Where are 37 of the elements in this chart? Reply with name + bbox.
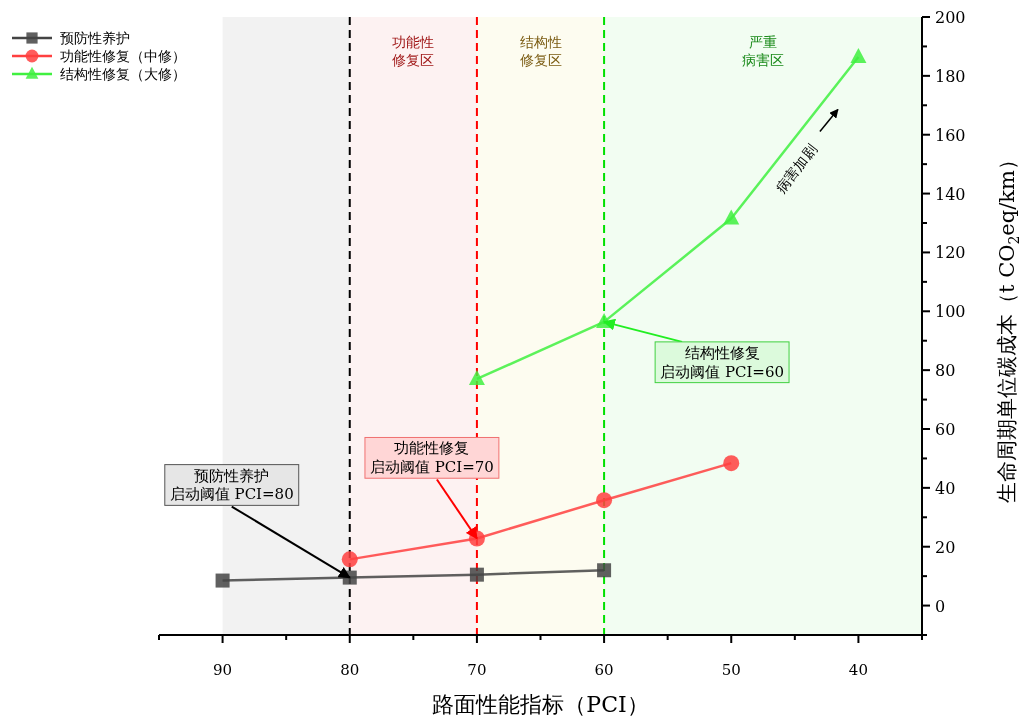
band-label: 功能性修复区: [392, 34, 435, 68]
y-tick-label: 140: [935, 184, 966, 204]
point: [215, 573, 230, 588]
band-label: 结构性修复区: [519, 34, 562, 68]
y-tick-label: 0: [935, 596, 946, 616]
y-tick-label: 60: [935, 420, 956, 439]
annotation: 预防性养护启动阈值 PCI=80: [169, 466, 294, 504]
y-tick-label: 200: [935, 8, 966, 27]
point: [341, 551, 358, 568]
legend-label: 结构性修复（大修）: [60, 66, 186, 82]
x-tick-label: 90: [213, 661, 233, 679]
y-tick-label: 80: [935, 361, 956, 381]
point: [596, 492, 613, 509]
y-tick-label: 180: [935, 66, 966, 86]
annotation: 病害加剧: [772, 141, 820, 196]
annotation: 结构性修复启动阈值 PCI=60: [660, 343, 785, 381]
point: [469, 567, 484, 582]
point: [597, 563, 612, 578]
y-tick-label: 120: [935, 243, 966, 263]
y-tick-label: 20: [935, 537, 956, 557]
x-tick-label: 40: [848, 661, 868, 679]
annotation: 功能性修复启动阈值 PCI=70: [369, 439, 494, 477]
x-tick-label: 50: [721, 661, 741, 679]
y-tick-label: 40: [935, 478, 956, 498]
y-tick-label: 100: [935, 302, 966, 322]
x-tick-label: 60: [594, 661, 614, 679]
point: [723, 455, 740, 472]
point: [850, 48, 867, 64]
x-tick-label: 70: [467, 661, 487, 679]
legend-label: 预防性养护: [60, 30, 130, 46]
point: [723, 209, 740, 225]
band-label: 严重病害区: [742, 34, 785, 68]
y-tick-label: 160: [935, 125, 966, 145]
x-axis-title: 路面性能指标（PCI）: [432, 692, 649, 717]
point: [468, 369, 485, 385]
x-tick-label: 80: [340, 661, 360, 679]
legend-label: 功能性修复（中修）: [60, 48, 186, 64]
